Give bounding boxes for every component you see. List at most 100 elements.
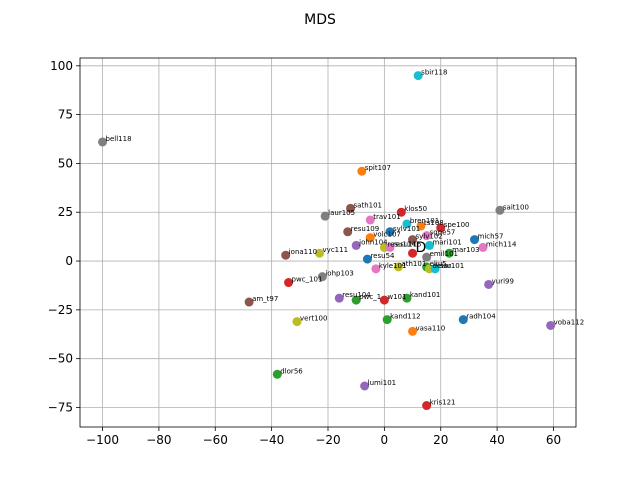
point-label: am_t97 — [252, 295, 278, 303]
point-label: iona110 — [289, 248, 317, 256]
point-label: klos50 — [404, 205, 427, 213]
data-point — [546, 320, 556, 330]
data-point — [365, 215, 375, 225]
point-label: iohp103 — [325, 270, 353, 278]
point-label: vyc111 — [323, 246, 349, 254]
point-label: mar103 — [452, 246, 479, 254]
point-label: spe100 — [444, 221, 470, 229]
data-point — [320, 211, 330, 221]
point-label: vasa110 — [416, 324, 446, 332]
data-point — [362, 254, 372, 264]
data-point — [98, 137, 108, 147]
data-point — [343, 227, 353, 237]
point-label: yuri99 — [492, 277, 514, 285]
data-point — [408, 235, 418, 245]
x-tick-label: 20 — [433, 433, 448, 447]
data-point — [422, 231, 432, 241]
y-tick-label: 100 — [50, 59, 73, 73]
data-point — [402, 293, 412, 303]
point-label: john104 — [358, 238, 388, 246]
y-tick-label: 25 — [58, 205, 73, 219]
point-label: kand112 — [390, 313, 420, 321]
data-points — [98, 71, 556, 411]
y-tick-label: −75 — [48, 400, 73, 414]
point-label: ath101 — [401, 260, 426, 268]
data-point — [317, 272, 327, 282]
data-point — [334, 293, 344, 303]
point-label: resu115 — [393, 240, 421, 248]
point-label: sbir118 — [421, 69, 447, 77]
data-point — [424, 240, 434, 250]
point-label: deisu — [432, 262, 451, 270]
grid-lines — [80, 58, 576, 427]
data-point — [244, 297, 254, 307]
y-tick-label: 0 — [65, 254, 73, 268]
data-point — [422, 252, 432, 262]
data-point — [351, 240, 361, 250]
data-point — [436, 223, 446, 233]
data-point — [458, 315, 468, 325]
data-point — [360, 381, 370, 391]
point-label: resu109 — [351, 225, 379, 233]
point-label: kris121 — [430, 399, 456, 407]
point-label: bren101 — [410, 217, 439, 225]
data-point — [272, 369, 282, 379]
data-point — [357, 166, 367, 176]
data-point — [315, 248, 325, 258]
point-labels: sbir118 bell118 spit107 sath101 klos50 laur10… — [106, 69, 585, 407]
point-label: dlor56 — [280, 367, 303, 375]
point-label: D — [416, 240, 427, 256]
point-label: spit107 — [365, 164, 391, 172]
x-tick-label: 60 — [546, 433, 561, 447]
point-label: resu114 — [387, 240, 416, 248]
x-tick-label: −40 — [259, 433, 284, 447]
point-label: isar101 — [438, 262, 464, 270]
data-point — [416, 221, 426, 231]
y-tick-label: 50 — [58, 156, 73, 170]
data-point — [346, 203, 356, 213]
x-tick-label: −60 — [203, 433, 228, 447]
point-label: trav101 — [373, 213, 400, 221]
x-tick-label: 0 — [381, 433, 389, 447]
data-point — [281, 250, 291, 260]
data-point — [408, 326, 418, 336]
point-label: sath101 — [354, 201, 382, 209]
data-point — [495, 205, 505, 215]
x-tick-label: −20 — [315, 433, 340, 447]
point-label: w101 — [387, 293, 406, 301]
plot-frame — [79, 57, 577, 428]
point-label: sylv101 — [393, 225, 420, 233]
y-tick-label: 75 — [58, 108, 73, 122]
data-point — [379, 295, 389, 305]
point-label: resu54 — [370, 252, 395, 260]
data-point — [413, 71, 423, 81]
point-label: sait100 — [503, 203, 529, 211]
data-point — [284, 278, 294, 288]
data-point — [393, 262, 403, 272]
point-label: pwc_101 — [292, 276, 323, 284]
x-tick-label: −100 — [86, 433, 119, 447]
data-point — [396, 207, 406, 217]
point-label: volc107 — [373, 231, 401, 239]
point-label: sqpe57 — [430, 229, 456, 237]
data-point — [385, 242, 395, 252]
point-label: sylv102 — [416, 233, 443, 241]
data-point — [351, 295, 361, 305]
point-label: laur105 — [328, 209, 355, 217]
y-tick-label: −50 — [48, 352, 73, 366]
data-point — [371, 264, 381, 274]
data-point — [430, 264, 440, 274]
point-label: emil101 — [430, 250, 458, 258]
chart-title: MDS — [304, 12, 336, 28]
point-label: ts108 — [424, 219, 444, 227]
x-tick-label: 40 — [489, 433, 504, 447]
point-label: mich114 — [486, 240, 517, 248]
data-point — [478, 242, 488, 252]
axis-ticks: −100 −80 −60 −40 −20 0 20 40 60 −75 −50 −25 0 25 50 75 1… — [48, 59, 561, 447]
data-point — [444, 248, 454, 258]
point-label: voba112 — [554, 318, 585, 326]
point-label: vert100 — [300, 315, 327, 323]
point-label: kyle101 — [379, 262, 407, 270]
point-label: resu104 — [342, 291, 371, 299]
data-point — [402, 219, 412, 229]
